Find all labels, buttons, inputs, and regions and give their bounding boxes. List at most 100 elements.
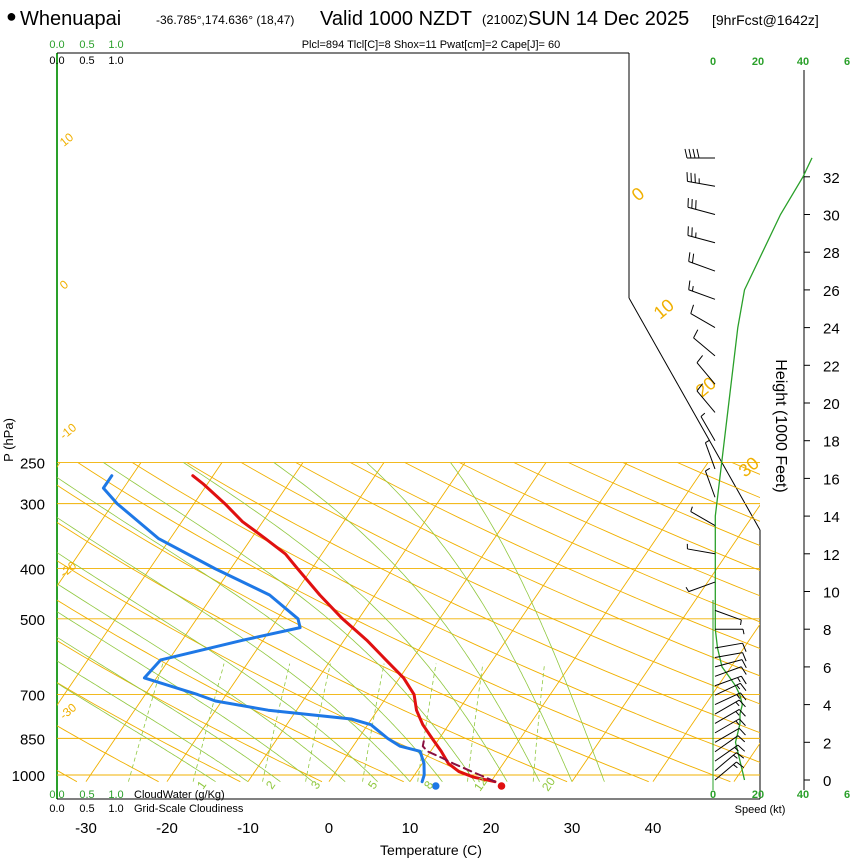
dry-adiabat [57, 725, 159, 783]
pressure-tick-label: 850 [20, 731, 45, 748]
moist-adiabat [183, 462, 508, 782]
wind-barb-flag [737, 735, 746, 743]
dry-adiabat [350, 462, 629, 596]
dry-adiabat [0, 463, 404, 782]
wind-barb-flag [690, 304, 694, 314]
dry-adiabat [568, 462, 629, 491]
wind-barb-half-flag [737, 677, 741, 683]
wind-barb-flag [738, 709, 746, 717]
moist-adiabat [104, 463, 475, 782]
wind-barb-staff [687, 180, 716, 187]
isotherm-line [166, 462, 385, 782]
wind-barb-flag [696, 355, 704, 364]
isotherm-label: -30 [57, 700, 80, 722]
wind-barb-staff [696, 390, 716, 413]
height-tick-label: 12 [823, 547, 840, 564]
wind-barb-staff [714, 699, 740, 715]
wind-barb-half-flag [735, 701, 740, 707]
parcel-line [421, 737, 496, 783]
speed-tick-bottom: 6 [844, 789, 850, 801]
skewt-background-extension [0, 462, 850, 783]
moist-adiabat [450, 462, 605, 782]
cloudiness-scale-top: 0.0 [49, 55, 64, 67]
wind-barb [715, 628, 745, 635]
isotherm-line [571, 696, 629, 782]
wind-barb [714, 744, 746, 762]
dry-adiabat [786, 463, 850, 782]
isotherm-line [629, 462, 709, 580]
dry-adiabat [629, 514, 760, 571]
mixing-ratio-line [306, 664, 331, 782]
wind-barb-staff [714, 659, 743, 668]
wind-barb-staff [714, 666, 742, 677]
temperature-tick-label: 10 [402, 820, 419, 837]
isotherm-line [328, 462, 547, 782]
wind-barb [714, 699, 746, 715]
moist-adiabat [57, 583, 346, 783]
wind-barb [704, 467, 716, 498]
height-tick-label: 32 [823, 170, 840, 187]
wind-barb-flag [742, 642, 747, 652]
cloudwater-scale-top: 1.0 [108, 39, 123, 51]
pressure-tick-label: 250 [20, 456, 45, 473]
dry-adiabat [57, 521, 568, 783]
wind-barb-staff [714, 727, 740, 743]
wind-barb-staff [714, 744, 739, 762]
wind-barb [714, 727, 746, 743]
moist-adiabat [57, 611, 314, 783]
wind-barb-staff [700, 416, 716, 441]
dry-adiabat [57, 599, 404, 783]
wind-barb-half-flag [733, 754, 738, 759]
wind-barb-flag [693, 329, 699, 339]
temperature-tick-label: -30 [75, 820, 97, 837]
wind-barb [687, 226, 716, 244]
wind-barb [714, 718, 746, 734]
wind-barb-staff [714, 692, 741, 706]
wind-barb-flag [738, 699, 746, 708]
wind-barb-flag [736, 752, 745, 759]
wind-barb [688, 280, 716, 300]
wind-barb [687, 198, 716, 215]
dry-adiabat [186, 462, 629, 682]
speed-tick-top: 6 [844, 56, 850, 68]
wind-barb [686, 172, 716, 187]
wind-barb-staff [687, 206, 716, 215]
temperature-tick-label: 20 [483, 820, 500, 837]
pressure-tick-label: 500 [20, 612, 45, 629]
wind-barb-staff [690, 511, 716, 526]
wind-barb-staff [714, 718, 740, 734]
dry-adiabat [241, 462, 629, 652]
wind-barb [696, 355, 716, 385]
x-axis-title: Temperature (C) [380, 842, 482, 858]
wind-barb-staff [687, 548, 716, 555]
temperature-tick-label: 40 [645, 820, 662, 837]
temperature-tick-label: -10 [237, 820, 259, 837]
plot-frame [56, 52, 761, 800]
wind-barb [714, 682, 747, 696]
moist-adiabat [451, 463, 605, 782]
height-tick-label: 28 [823, 245, 840, 262]
temperature-tick-label: 30 [564, 820, 581, 837]
cloudiness-scale-bottom: 0.0 [49, 803, 64, 815]
wind-barb [714, 659, 747, 669]
wind-barb-half-flag [690, 506, 693, 512]
wind-barb-half-flag [735, 720, 740, 726]
dry-adiabat [295, 462, 629, 624]
moist-adiabat [274, 463, 540, 782]
chart-header: ● Whenuapai -36.785°,174.636° (18,47) Va… [0, 0, 850, 36]
surface-temperature-dot [497, 782, 506, 790]
speed-tick-bottom: 20 [752, 789, 764, 801]
wind-barb-staff [714, 652, 743, 658]
wind-barb [686, 543, 716, 555]
moist-adiabat [57, 660, 249, 783]
skew-frame-line [628, 297, 761, 531]
wind-barb-half-flag [733, 764, 738, 769]
cloudwater-scale-top: 0.5 [79, 39, 94, 51]
wind-barb [714, 709, 746, 724]
wind-barb-staff [704, 442, 716, 470]
height-axis-title: Height (1000 Feet) [772, 359, 789, 492]
isotherm-label: 10 [57, 130, 76, 150]
wind-barb-staff [688, 289, 716, 300]
